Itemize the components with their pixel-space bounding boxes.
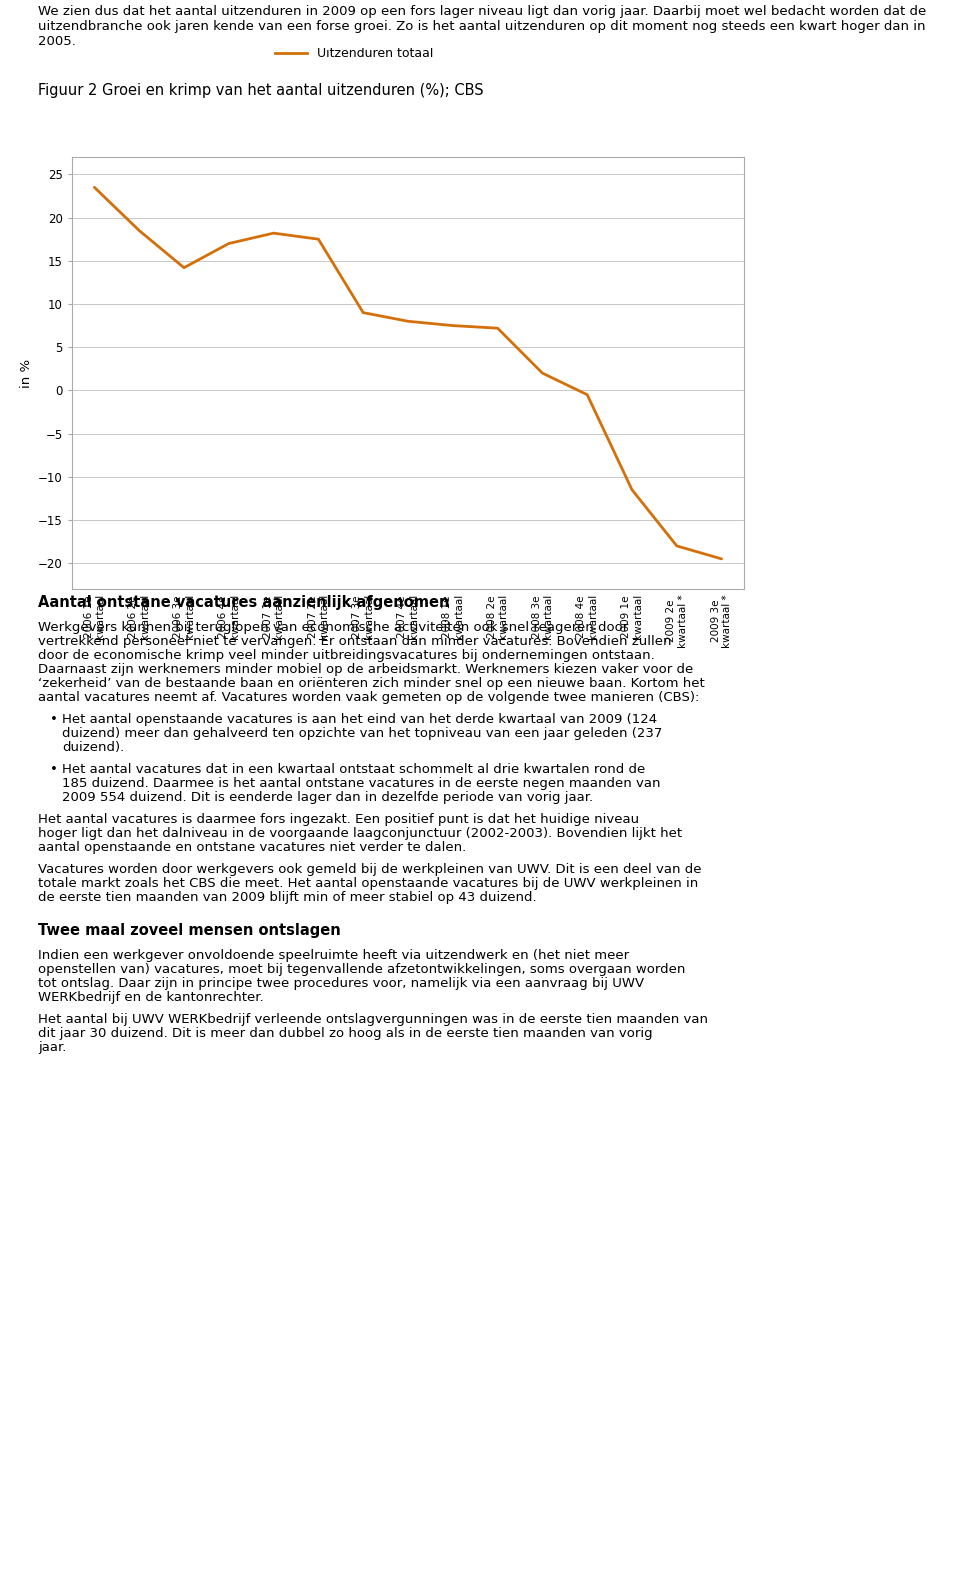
Text: We zien dus dat het aantal uitzenduren in 2009 op een fors lager niveau ligt dan: We zien dus dat het aantal uitzenduren i… <box>38 5 926 49</box>
Text: WERKbedrijf en de kantonrechter.: WERKbedrijf en de kantonrechter. <box>38 991 264 1004</box>
Text: ‘zekerheid’ van de bestaande baan en oriënteren zich minder snel op een nieuwe b: ‘zekerheid’ van de bestaande baan en ori… <box>38 677 706 690</box>
Text: vertrekkend personeel niet te vervangen. Er ontstaan dan minder vacatures. Boven: vertrekkend personeel niet te vervangen.… <box>38 635 672 647</box>
Text: Twee maal zoveel mensen ontslagen: Twee maal zoveel mensen ontslagen <box>38 924 341 938</box>
Text: duizend).: duizend). <box>62 742 125 754</box>
Text: dit jaar 30 duizend. Dit is meer dan dubbel zo hoog als in de eerste tien maande: dit jaar 30 duizend. Dit is meer dan dub… <box>38 1027 653 1040</box>
Text: Aantal ontstane vacatures aanzienlijk afgenomen: Aantal ontstane vacatures aanzienlijk af… <box>38 595 450 610</box>
Text: •: • <box>50 764 58 776</box>
Legend: Uitzenduren totaal: Uitzenduren totaal <box>271 42 438 66</box>
Text: Het aantal vacatures is daarmee fors ingezakt. Een positief punt is dat het huid: Het aantal vacatures is daarmee fors ing… <box>38 814 639 826</box>
Text: totale markt zoals het CBS die meet. Het aantal openstaande vacatures bij de UWV: totale markt zoals het CBS die meet. Het… <box>38 877 699 891</box>
Text: aantal openstaande en ontstane vacatures niet verder te dalen.: aantal openstaande en ontstane vacatures… <box>38 840 467 855</box>
Text: Figuur 2 Groei en krimp van het aantal uitzenduren (%); CBS: Figuur 2 Groei en krimp van het aantal u… <box>38 83 484 97</box>
Text: Het aantal vacatures dat in een kwartaal ontstaat schommelt al drie kwartalen ro: Het aantal vacatures dat in een kwartaal… <box>62 764 646 776</box>
Text: •: • <box>50 713 58 726</box>
Text: door de economische krimp veel minder uitbreidingsvacatures bij ondernemingen on: door de economische krimp veel minder ui… <box>38 649 655 661</box>
Text: Het aantal openstaande vacatures is aan het eind van het derde kwartaal van 2009: Het aantal openstaande vacatures is aan … <box>62 713 658 726</box>
Text: 185 duizend. Daarmee is het aantal ontstane vacatures in de eerste negen maanden: 185 duizend. Daarmee is het aantal ontst… <box>62 778 660 790</box>
Text: Daarnaast zijn werknemers minder mobiel op de arbeidsmarkt. Werknemers kiezen va: Daarnaast zijn werknemers minder mobiel … <box>38 663 694 676</box>
Y-axis label: in %: in % <box>19 358 33 388</box>
Text: tot ontslag. Daar zijn in principe twee procedures voor, namelijk via een aanvra: tot ontslag. Daar zijn in principe twee … <box>38 977 644 990</box>
Text: 2009 554 duizend. Dit is eenderde lager dan in dezelfde periode van vorig jaar.: 2009 554 duizend. Dit is eenderde lager … <box>62 792 593 804</box>
Text: aantal vacatures neemt af. Vacatures worden vaak gemeten op de volgende twee man: aantal vacatures neemt af. Vacatures wor… <box>38 691 700 704</box>
Text: Indien een werkgever onvoldoende speelruimte heeft via uitzendwerk en (het niet : Indien een werkgever onvoldoende speelru… <box>38 949 630 961</box>
Text: de eerste tien maanden van 2009 blijft min of meer stabiel op 43 duizend.: de eerste tien maanden van 2009 blijft m… <box>38 891 537 903</box>
Text: hoger ligt dan het dalniveau in de voorgaande laagconjunctuur (2002-2003). Boven: hoger ligt dan het dalniveau in de voorg… <box>38 826 683 840</box>
Text: duizend) meer dan gehalveerd ten opzichte van het topniveau van een jaar geleden: duizend) meer dan gehalveerd ten opzicht… <box>62 727 662 740</box>
Text: Vacatures worden door werkgevers ook gemeld bij de werkpleinen van UWV. Dit is e: Vacatures worden door werkgevers ook gem… <box>38 862 702 877</box>
Text: Het aantal bij UWV WERKbedrijf verleende ontslagvergunningen was in de eerste ti: Het aantal bij UWV WERKbedrijf verleende… <box>38 1013 708 1026</box>
Text: Werkgevers kunnen bij teruglopen van economische activiteiten ook snel reageren : Werkgevers kunnen bij teruglopen van eco… <box>38 621 629 635</box>
Text: jaar.: jaar. <box>38 1042 67 1054</box>
Text: openstellen van) vacatures, moet bij tegenvallende afzetontwikkelingen, soms ove: openstellen van) vacatures, moet bij teg… <box>38 963 685 976</box>
